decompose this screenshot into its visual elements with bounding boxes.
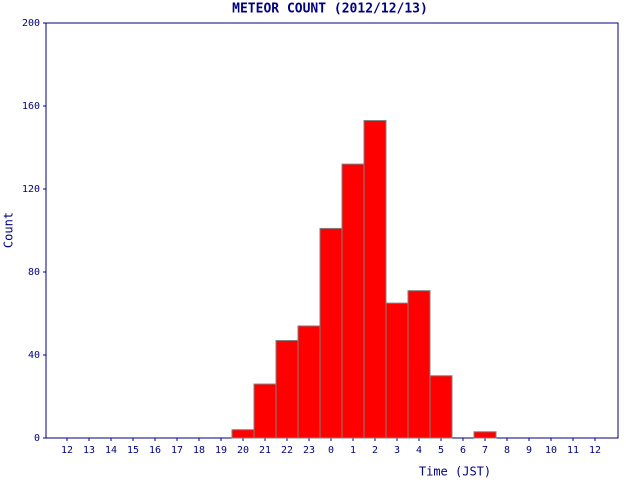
bar (385, 302, 409, 439)
x-tick-label: 21 (259, 445, 271, 456)
x-tick-label: 23 (303, 445, 315, 456)
x-tick-label: 12 (589, 445, 601, 456)
x-tick-label: 13 (83, 445, 95, 456)
bar (253, 383, 277, 439)
x-tick-label: 15 (127, 445, 139, 456)
y-tick-label: 120 (22, 184, 40, 195)
chart-title: METEOR COUNT (2012/12/13) (232, 2, 428, 17)
y-tick-label: 80 (28, 267, 40, 278)
x-tick-label: 17 (171, 445, 183, 456)
x-tick-label: 9 (526, 445, 532, 456)
bar (363, 120, 387, 439)
x-tick-label: 0 (328, 445, 334, 456)
y-tick-label: 0 (34, 433, 40, 444)
bar (319, 227, 343, 439)
x-tick-label: 22 (281, 445, 293, 456)
x-tick-label: 10 (545, 445, 557, 456)
y-tick-label: 200 (22, 18, 40, 29)
x-tick-label: 5 (438, 445, 444, 456)
x-tick-label: 8 (504, 445, 510, 456)
bar (297, 325, 321, 439)
x-tick-label: 12 (61, 445, 73, 456)
x-tick-label: 16 (149, 445, 161, 456)
bar (275, 339, 299, 439)
x-tick-label: 20 (237, 445, 249, 456)
bar (407, 290, 431, 439)
y-tick-label: 160 (22, 101, 40, 112)
bar (473, 431, 497, 439)
bar (231, 429, 255, 439)
x-tick-label: 19 (215, 445, 227, 456)
bar (341, 163, 365, 439)
x-tick-label: 2 (372, 445, 378, 456)
x-tick-label: 11 (567, 445, 579, 456)
x-tick-label: 14 (105, 445, 117, 456)
bar (429, 375, 453, 439)
x-axis-label: Time (JST) (419, 465, 491, 479)
x-tick-label: 18 (193, 445, 205, 456)
x-tick-label: 6 (460, 445, 466, 456)
y-axis-label: Count (2, 212, 16, 248)
y-tick-label: 40 (28, 350, 40, 361)
x-tick-label: 1 (350, 445, 356, 456)
x-tick-label: 3 (394, 445, 400, 456)
x-tick-label: 4 (416, 445, 422, 456)
x-tick-label: 7 (482, 445, 488, 456)
